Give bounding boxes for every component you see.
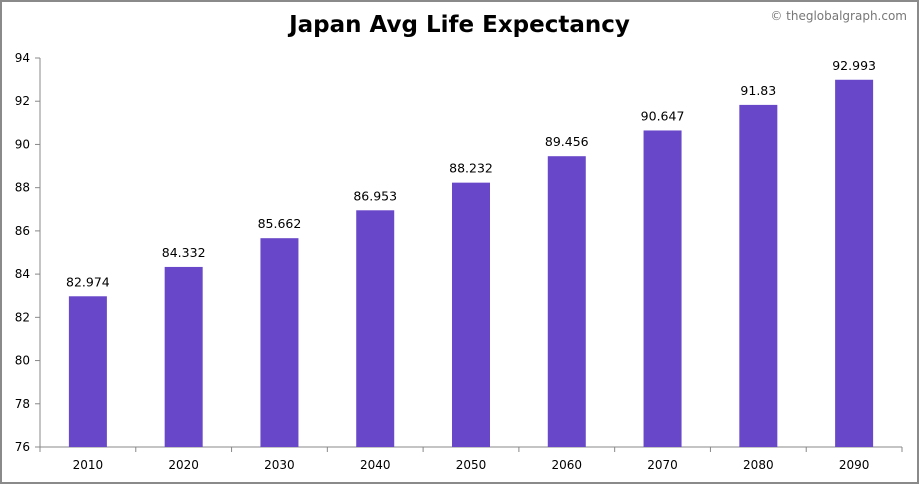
x-tick-label: 2040	[360, 458, 391, 472]
y-tick-label: 88	[15, 181, 30, 195]
data-label: 90.647	[641, 108, 685, 123]
bar	[68, 296, 107, 447]
y-tick-label: 76	[15, 440, 30, 454]
y-axis-ticks: 76 78 80 82 84 86 88 90 92 94	[15, 51, 40, 454]
x-tick-label: 2070	[647, 458, 678, 472]
y-tick-label: 90	[15, 137, 30, 151]
bar	[643, 130, 682, 448]
x-tick-label: 2050	[456, 458, 487, 472]
data-label: 89.456	[545, 134, 589, 149]
x-tick-label: 2080	[743, 458, 774, 472]
x-tick-label: 2090	[839, 458, 870, 472]
data-label: 86.953	[353, 188, 397, 203]
bar	[739, 104, 778, 447]
watermark: © theglobalgraph.com	[770, 9, 907, 23]
bar	[356, 210, 395, 447]
y-tick-label: 94	[15, 51, 30, 65]
y-tick-label: 78	[15, 397, 30, 411]
x-axis-ticks: 2010 2020 2030 2040 2050 2060 2070 2080 2090	[39, 447, 903, 472]
x-tick-label: 2010	[73, 458, 104, 472]
data-label: 91.83	[740, 83, 776, 98]
y-tick-label: 86	[15, 224, 30, 238]
data-label: 85.662	[258, 216, 302, 231]
data-label: 92.993	[832, 58, 876, 73]
chart-title: Japan Avg Life Expectancy	[289, 12, 630, 38]
y-tick-label: 92	[15, 94, 30, 108]
data-label: 84.332	[162, 245, 206, 260]
x-tick-label: 2030	[264, 458, 295, 472]
bars	[68, 79, 874, 448]
y-tick-label: 84	[15, 267, 30, 281]
bar	[452, 182, 490, 447]
bar	[547, 156, 586, 448]
bar	[164, 266, 203, 447]
y-tick-label: 82	[15, 310, 30, 324]
data-labels: 82.974 84.332 85.662 86.953 88.232 89.456 90.6…	[66, 58, 876, 290]
bar	[260, 238, 299, 447]
y-tick-label: 80	[15, 354, 30, 368]
data-label: 88.232	[449, 161, 493, 176]
bar	[835, 79, 874, 447]
data-label: 82.974	[66, 274, 110, 289]
x-tick-label: 2060	[552, 458, 583, 472]
x-tick-label: 2020	[168, 458, 199, 472]
